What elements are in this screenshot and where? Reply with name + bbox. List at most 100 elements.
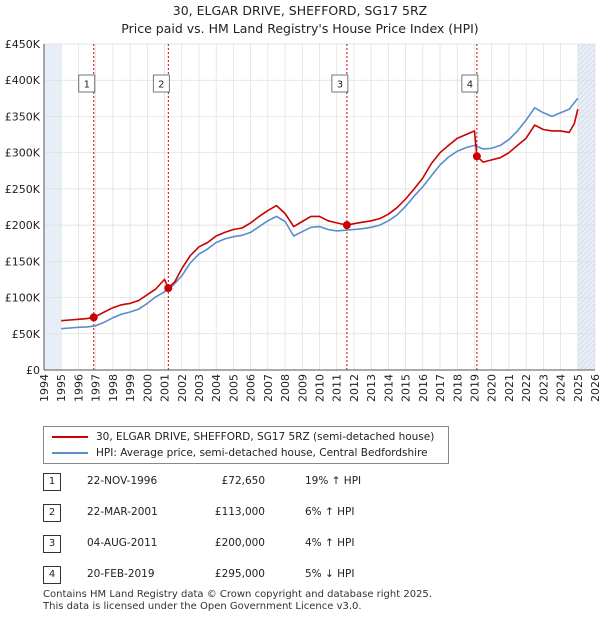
hatch-line xyxy=(577,153,595,172)
transaction-marker-1 xyxy=(89,313,98,322)
x-tick-label: 1998 xyxy=(107,374,120,402)
transaction-label-1: 1 xyxy=(84,80,90,91)
x-tick-label: 1996 xyxy=(72,374,85,402)
hatch-line xyxy=(577,228,595,247)
footer-line-1: Contains HM Land Registry data © Crown c… xyxy=(43,589,432,600)
x-tick-label: 1999 xyxy=(124,374,137,402)
x-tick-label: 2010 xyxy=(314,374,327,402)
transaction-number-box: 4 xyxy=(43,566,61,584)
legend-label-property: 30, ELGAR DRIVE, SHEFFORD, SG17 5RZ (sem… xyxy=(96,431,435,443)
x-tick-label: 2024 xyxy=(555,374,568,402)
y-tick-label: £300K xyxy=(5,147,41,160)
hatch-line xyxy=(577,133,595,152)
x-tick-label: 2019 xyxy=(468,374,481,402)
hatch-line xyxy=(577,213,595,232)
y-tick-label: £0 xyxy=(26,364,40,377)
transaction-label-3: 3 xyxy=(337,80,343,91)
transaction-marker-3 xyxy=(342,221,351,230)
hatch-line xyxy=(583,358,595,370)
legend-label-hpi: HPI: Average price, semi-detached house,… xyxy=(96,447,428,459)
transaction-number-box: 2 xyxy=(43,504,61,522)
title-line-2: Price paid vs. HM Land Registry's House … xyxy=(121,21,479,36)
hatch-line xyxy=(577,238,595,257)
x-tick-label: 2020 xyxy=(486,374,499,402)
hatch-line xyxy=(577,243,595,262)
transaction-hpi-diff: 6% ↑ HPI xyxy=(305,506,355,518)
y-tick-label: £100K xyxy=(5,292,41,305)
hatch-line xyxy=(577,44,581,47)
hatch-line xyxy=(577,158,595,177)
title-line-1: 30, ELGAR DRIVE, SHEFFORD, SG17 5RZ xyxy=(172,3,428,18)
x-tick-label: 2021 xyxy=(503,374,516,402)
transaction-hpi-diff: 4% ↑ HPI xyxy=(305,537,355,549)
legend: 30, ELGAR DRIVE, SHEFFORD, SG17 5RZ (sem… xyxy=(43,426,449,464)
hatch-line xyxy=(577,333,595,352)
x-tick-label: 2022 xyxy=(520,374,533,402)
x-tick-label: 2006 xyxy=(245,374,258,402)
hatch-line xyxy=(577,58,595,77)
x-tick-label: 2018 xyxy=(451,374,464,402)
hatch-line xyxy=(577,128,595,147)
hatch-line xyxy=(577,318,595,337)
series-line-hpi xyxy=(61,97,579,330)
y-tick-label: £450K xyxy=(5,38,41,51)
hatch-line xyxy=(577,268,595,287)
transaction-hpi-diff: 5% ↓ HPI xyxy=(305,568,355,580)
hatch-line xyxy=(577,198,595,217)
transaction-label-box-3 xyxy=(331,74,349,93)
x-tick-label: 1994 xyxy=(38,374,51,402)
hatch-line xyxy=(577,283,595,302)
x-tick-label: 1997 xyxy=(90,374,103,402)
transaction-price: £200,000 xyxy=(214,537,265,549)
legend-swatch-hpi xyxy=(52,452,88,454)
transaction-date: 04-AUG-2011 xyxy=(87,537,158,549)
legend-swatch-property xyxy=(52,436,88,438)
x-tick-label: 2012 xyxy=(348,374,361,402)
transaction-date: 20-FEB-2019 xyxy=(87,568,155,580)
transaction-number-box: 3 xyxy=(43,535,61,553)
hatch-line xyxy=(577,83,595,102)
hatch-line xyxy=(577,298,595,317)
hatch-line xyxy=(577,93,595,112)
y-tick-label: £50K xyxy=(12,328,41,341)
footer-line-2: This data is licensed under the Open Gov… xyxy=(43,601,362,612)
y-tick-label: £350K xyxy=(5,110,41,123)
hatch-line xyxy=(577,138,595,157)
hatch-line xyxy=(577,328,595,347)
x-tick-label: 2011 xyxy=(331,374,344,402)
hatch-line xyxy=(577,173,595,192)
hatch-line xyxy=(577,108,595,127)
hatch-line xyxy=(577,278,595,297)
hatch-line xyxy=(577,118,595,137)
hatch-line xyxy=(577,263,595,282)
table-row: 1 22-NOV-1996 £72,650 19% ↑ HPI xyxy=(43,473,543,491)
table-row: 3 04-AUG-2011 £200,000 4% ↑ HPI xyxy=(43,535,543,553)
x-tick-label: 2004 xyxy=(210,374,223,402)
transaction-date: 22-MAR-2001 xyxy=(87,506,158,518)
x-tick-label: 2000 xyxy=(141,374,154,402)
hatch-line xyxy=(577,253,595,272)
x-tick-label: 2002 xyxy=(176,374,189,402)
x-tick-label: 2015 xyxy=(400,374,413,402)
x-tick-label: 2005 xyxy=(227,374,240,402)
hatch-line xyxy=(577,63,595,82)
hatch-line xyxy=(577,183,595,202)
hatch-line xyxy=(577,78,595,97)
table-row: 4 20-FEB-2019 £295,000 5% ↓ HPI xyxy=(43,566,543,584)
y-tick-label: £200K xyxy=(5,219,41,232)
shaded-region-start xyxy=(44,44,62,370)
hatch-line xyxy=(577,53,595,72)
hatch-line xyxy=(577,308,595,327)
hatch-line xyxy=(578,24,595,41)
hatch-line xyxy=(577,248,595,267)
x-tick-label: 2025 xyxy=(572,374,585,402)
x-tick-label: 2003 xyxy=(193,374,206,402)
x-tick-label: 2023 xyxy=(537,374,550,402)
hatch-line xyxy=(577,293,595,312)
hatch-line xyxy=(577,193,595,212)
x-tick-label: 2016 xyxy=(417,374,430,402)
transaction-date: 22-NOV-1996 xyxy=(87,475,158,487)
hatch-line xyxy=(577,178,595,197)
transaction-label-box-2 xyxy=(152,74,170,93)
hatch-line xyxy=(577,44,595,62)
